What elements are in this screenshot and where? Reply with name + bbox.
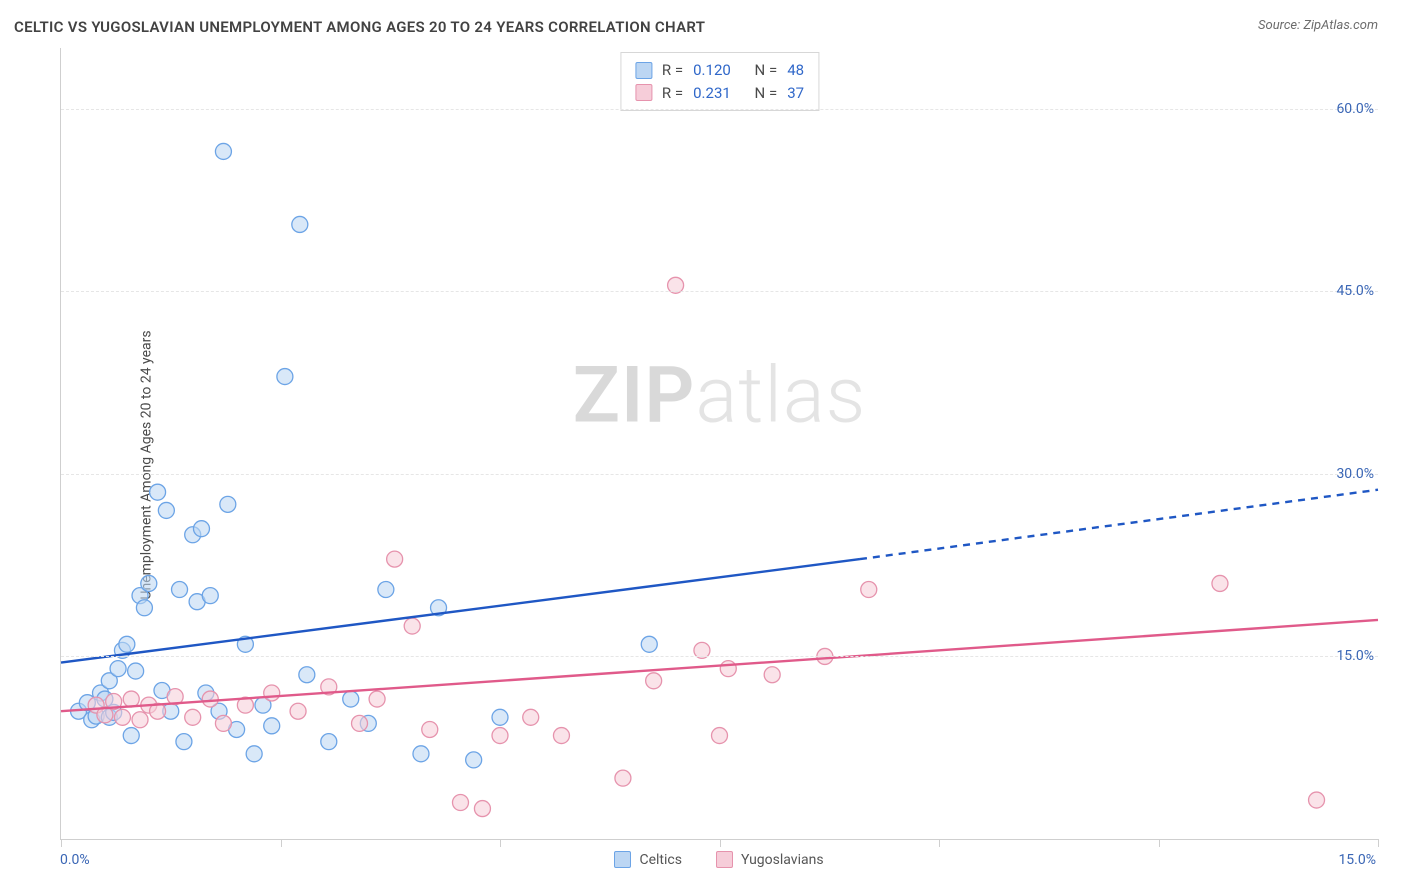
source-prefix: Source: (1258, 18, 1303, 33)
legend-item-celtics: Celtics (614, 851, 681, 868)
r-label: R = (662, 82, 683, 105)
stats-legend-box: R = 0.120 N = 48 R = 0.231 N = 37 (620, 52, 819, 111)
r-value-celtics: 0.120 (693, 59, 731, 82)
swatch-celtics (635, 62, 652, 79)
r-label: R = (662, 59, 683, 82)
legend-label-celtics: Celtics (639, 852, 681, 868)
stats-row-celtics: R = 0.120 N = 48 (635, 59, 804, 82)
legend-label-yugoslavians: Yugoslavians (741, 852, 824, 868)
legend-swatch-celtics (614, 851, 631, 868)
y-tick-label: 60.0% (1336, 101, 1374, 117)
plot-svg (61, 48, 1378, 839)
y-tick-label: 30.0% (1336, 466, 1374, 482)
source-name: ZipAtlas.com (1303, 18, 1378, 33)
source-attribution: Source: ZipAtlas.com (1258, 18, 1378, 33)
swatch-yugoslavians (635, 84, 652, 101)
legend-swatch-yugoslavians (716, 851, 733, 868)
n-label: N = (755, 82, 778, 105)
chart-title: CELTIC VS YUGOSLAVIAN UNEMPLOYMENT AMONG… (14, 18, 705, 36)
series-legend: Celtics Yugoslavians (60, 851, 1378, 868)
n-value-yugoslavians: 37 (787, 82, 804, 105)
y-tick-label: 45.0% (1336, 283, 1374, 299)
plot-area: ZIPatlas R = 0.120 N = 48 R = 0.231 N = … (60, 48, 1378, 840)
r-value-yugoslavians: 0.231 (693, 82, 731, 105)
legend-item-yugoslavians: Yugoslavians (716, 851, 824, 868)
chart-container: Unemployment Among Ages 20 to 24 years Z… (14, 48, 1378, 882)
n-value-celtics: 48 (787, 59, 804, 82)
y-tick-label: 15.0% (1336, 648, 1374, 664)
n-label: N = (755, 59, 778, 82)
stats-row-yugoslavians: R = 0.231 N = 37 (635, 82, 804, 105)
